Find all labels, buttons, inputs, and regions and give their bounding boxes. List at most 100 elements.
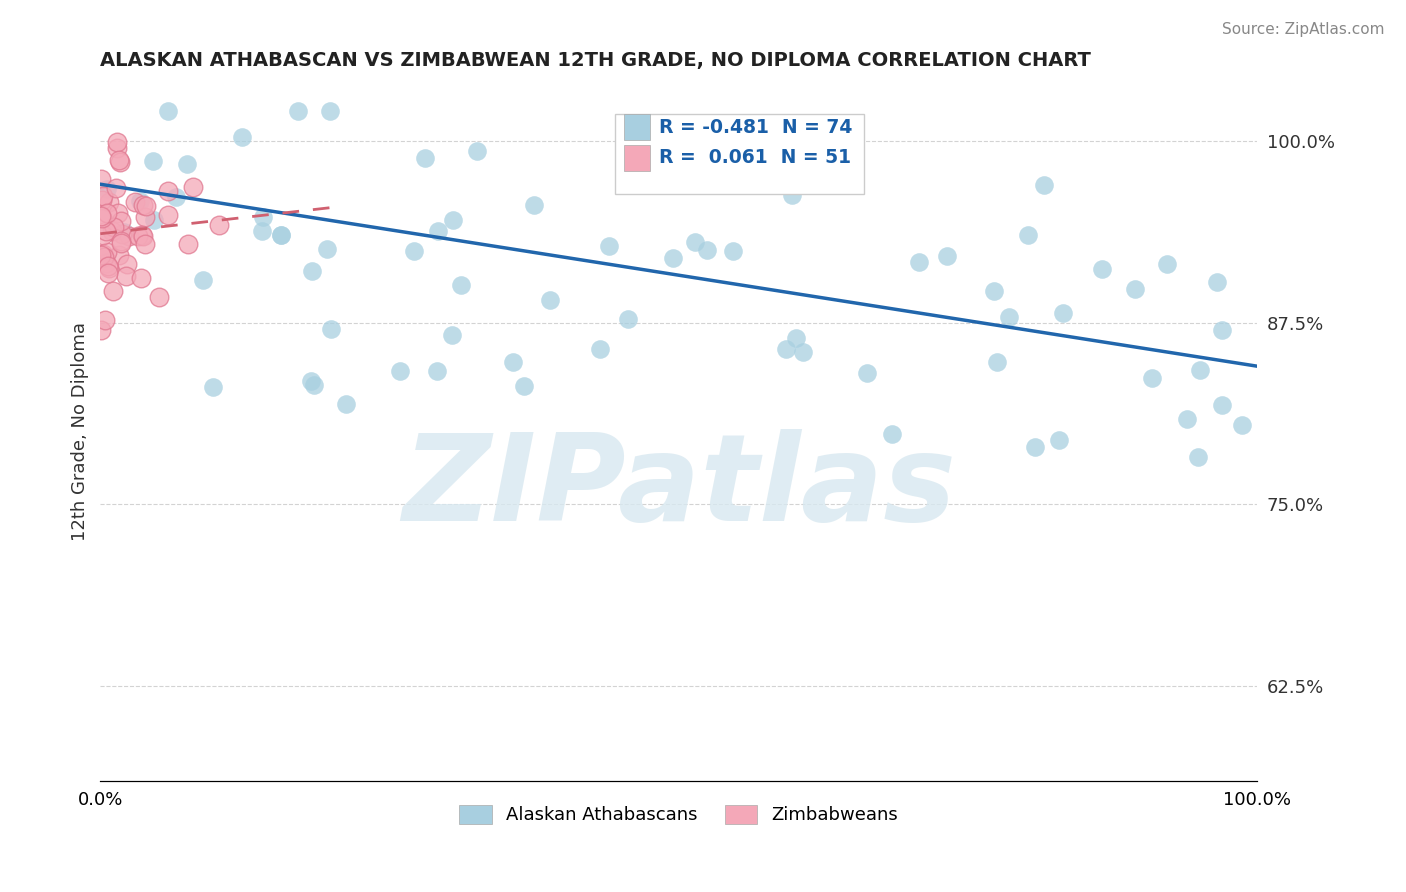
FancyBboxPatch shape — [624, 114, 650, 140]
Point — [1140, 371, 1163, 385]
Point — [131, 270, 153, 285]
Point — [89, 209, 111, 223]
Point — [986, 354, 1008, 368]
Legend: Alaskan Athabascans, Zimbabweans: Alaskan Athabascans, Zimbabweans — [460, 805, 898, 824]
Point — [301, 264, 323, 278]
Point — [855, 366, 877, 380]
Point — [717, 147, 740, 161]
Point — [270, 227, 292, 242]
Point — [589, 342, 612, 356]
Point — [1211, 323, 1233, 337]
Point — [1052, 306, 1074, 320]
Point — [936, 249, 959, 263]
Point — [134, 236, 156, 251]
Point — [1175, 412, 1198, 426]
Point — [96, 256, 118, 270]
Point — [319, 104, 342, 119]
Point — [1187, 450, 1209, 464]
Text: Source: ZipAtlas.com: Source: ZipAtlas.com — [1222, 22, 1385, 37]
Point — [780, 188, 803, 202]
Point — [97, 259, 120, 273]
Point — [115, 269, 138, 284]
Point — [148, 289, 170, 303]
Point — [450, 277, 472, 292]
Point — [101, 224, 124, 238]
Point — [1230, 417, 1253, 432]
Point — [91, 188, 114, 202]
Point — [156, 208, 179, 222]
Point — [96, 206, 118, 220]
Point — [441, 328, 464, 343]
Point — [1211, 398, 1233, 412]
Point — [335, 397, 357, 411]
Point — [427, 224, 450, 238]
Point — [252, 210, 274, 224]
Point — [208, 218, 231, 232]
Point — [134, 210, 156, 224]
Point — [1047, 433, 1070, 447]
Point — [880, 427, 903, 442]
Point — [299, 374, 322, 388]
Point — [513, 378, 536, 392]
Point — [90, 193, 112, 207]
Point — [135, 199, 157, 213]
Point — [598, 238, 620, 252]
Point — [404, 244, 426, 259]
Point — [270, 227, 292, 242]
Point — [1091, 262, 1114, 277]
Point — [321, 322, 343, 336]
Point — [617, 311, 640, 326]
Point — [721, 244, 744, 259]
Point — [107, 206, 129, 220]
Point — [89, 323, 111, 337]
Point — [191, 273, 214, 287]
Point — [96, 181, 118, 195]
Point — [181, 180, 204, 194]
Point — [302, 377, 325, 392]
FancyBboxPatch shape — [624, 145, 650, 171]
Point — [115, 257, 138, 271]
FancyBboxPatch shape — [614, 114, 863, 194]
Point — [96, 244, 118, 259]
Point — [105, 141, 128, 155]
Point — [287, 104, 309, 119]
Point — [177, 237, 200, 252]
Point — [91, 211, 114, 225]
Point — [110, 227, 132, 241]
Point — [110, 155, 132, 169]
Point — [250, 224, 273, 238]
Point — [110, 235, 132, 249]
Point — [662, 251, 685, 265]
Point — [96, 224, 118, 238]
Point — [103, 220, 125, 235]
Point — [696, 243, 718, 257]
Point — [156, 104, 179, 119]
Point — [112, 225, 135, 239]
Text: ALASKAN ATHABASCAN VS ZIMBABWEAN 12TH GRADE, NO DIPLOMA CORRELATION CHART: ALASKAN ATHABASCAN VS ZIMBABWEAN 12TH GR… — [100, 51, 1091, 70]
Point — [792, 344, 814, 359]
Point — [538, 293, 561, 308]
Point — [690, 171, 713, 186]
Point — [132, 198, 155, 212]
Point — [132, 229, 155, 244]
Point — [1206, 275, 1229, 289]
Y-axis label: 12th Grade, No Diploma: 12th Grade, No Diploma — [72, 322, 89, 541]
Point — [165, 190, 187, 204]
Point — [110, 213, 132, 227]
Point — [465, 144, 488, 158]
Point — [124, 194, 146, 209]
Point — [983, 284, 1005, 298]
Point — [90, 248, 112, 262]
Point — [775, 342, 797, 356]
Point — [785, 331, 807, 345]
Point — [90, 172, 112, 186]
Point — [202, 380, 225, 394]
Point — [143, 213, 166, 227]
Point — [105, 180, 128, 194]
Point — [1032, 178, 1054, 192]
Point — [156, 184, 179, 198]
Point — [91, 247, 114, 261]
Point — [91, 228, 114, 243]
Point — [441, 213, 464, 227]
Point — [782, 142, 804, 156]
